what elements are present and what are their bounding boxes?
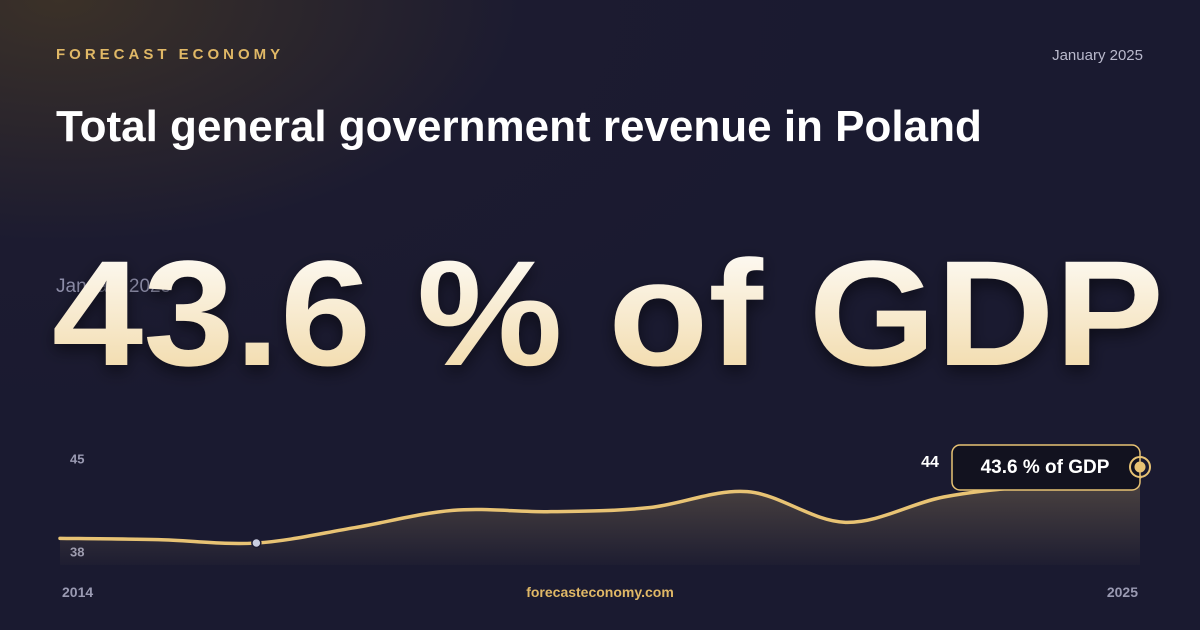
x-tick-label: 2025: [1107, 584, 1138, 600]
sparkline: 3845201420254443.6 % of GDP: [58, 444, 1151, 600]
brand: FORECAST ECONOMY: [56, 46, 284, 63]
date: January 2025: [1052, 47, 1143, 64]
area: [60, 477, 1140, 565]
x-tick-label: 2014: [62, 584, 93, 600]
min-point: [251, 537, 262, 549]
big-value: 43.6 % of GDP: [52, 229, 1164, 397]
title: Total general government revenue in Pola…: [56, 102, 982, 151]
y-tick-label: 45: [70, 451, 84, 466]
annotation: 44: [921, 454, 939, 471]
callout-label: 43.6 % of GDP: [981, 457, 1110, 478]
sub-date: January 2025: [56, 276, 171, 297]
footer-site: forecasteconomy.com: [526, 584, 674, 600]
end-point: [1134, 461, 1146, 473]
end-ring: [1129, 456, 1151, 478]
